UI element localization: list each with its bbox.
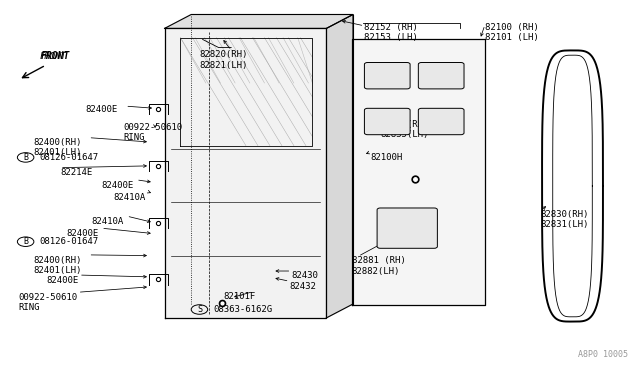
- Text: 82430: 82430: [291, 271, 318, 280]
- Text: 82432: 82432: [289, 282, 316, 291]
- Text: 82834(RH)
82835(LH): 82834(RH) 82835(LH): [380, 120, 429, 140]
- Text: 82400E: 82400E: [101, 180, 133, 189]
- Text: 82410A: 82410A: [114, 193, 146, 202]
- Text: 82410A: 82410A: [92, 217, 124, 226]
- Text: 82830(RH)
82831(LH): 82830(RH) 82831(LH): [541, 210, 589, 229]
- FancyBboxPatch shape: [364, 62, 410, 89]
- Text: 08363-6162G: 08363-6162G: [213, 305, 273, 314]
- FancyBboxPatch shape: [377, 208, 437, 248]
- FancyBboxPatch shape: [419, 108, 464, 135]
- Text: 82101F: 82101F: [223, 292, 256, 301]
- Text: 82100H: 82100H: [371, 153, 403, 162]
- FancyBboxPatch shape: [364, 108, 410, 135]
- Text: 08126-01647: 08126-01647: [40, 237, 99, 246]
- Text: 00922-50610
RING: 00922-50610 RING: [124, 123, 182, 142]
- Text: 82152 (RH)
82153 (LH): 82152 (RH) 82153 (LH): [364, 23, 418, 42]
- FancyBboxPatch shape: [419, 62, 464, 89]
- Text: 82400E: 82400E: [66, 229, 99, 238]
- Text: FRONT: FRONT: [40, 52, 67, 61]
- Text: FRONT: FRONT: [41, 51, 70, 61]
- Text: B: B: [23, 153, 28, 162]
- Text: 82100 (RH)
82101 (LH): 82100 (RH) 82101 (LH): [485, 23, 539, 42]
- Text: A8P0 10005: A8P0 10005: [578, 350, 628, 359]
- Text: 82820(RH)
82821(LH): 82820(RH) 82821(LH): [200, 51, 248, 70]
- Text: 82400E: 82400E: [85, 105, 118, 114]
- Text: 82400(RH)
82401(LH): 82400(RH) 82401(LH): [33, 138, 82, 157]
- Text: 82400(RH)
82401(LH): 82400(RH) 82401(LH): [33, 256, 82, 275]
- Text: 82400E: 82400E: [46, 276, 78, 285]
- Text: S: S: [197, 305, 202, 314]
- Text: 00922-50610
RING: 00922-50610 RING: [19, 293, 78, 312]
- Polygon shape: [326, 15, 353, 318]
- Polygon shape: [352, 39, 485, 305]
- Text: 82881 (RH)
82882(LH): 82881 (RH) 82882(LH): [352, 256, 406, 276]
- Polygon shape: [164, 28, 326, 318]
- Text: 08126-01647: 08126-01647: [40, 153, 99, 162]
- Polygon shape: [164, 15, 353, 28]
- Text: B: B: [23, 237, 28, 246]
- Text: 82214E: 82214E: [60, 169, 92, 177]
